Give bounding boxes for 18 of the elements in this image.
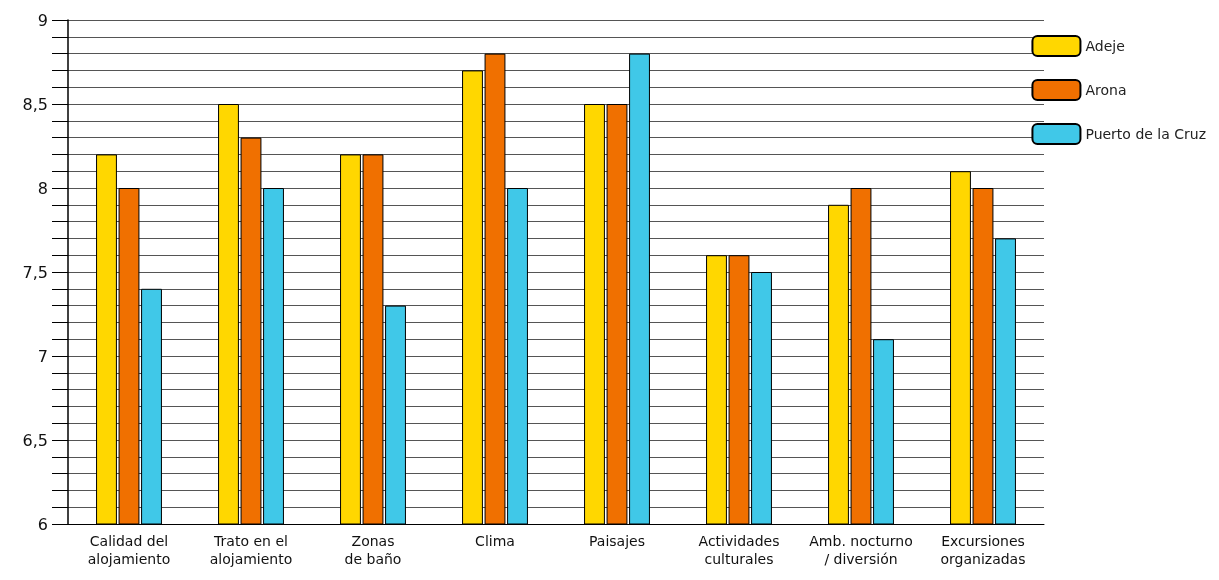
- x-tick-label: Paisajes: [589, 533, 645, 549]
- y-tick-label: 8: [37, 178, 48, 198]
- y-tick-label: 7,5: [22, 262, 48, 282]
- legend-label: Adeje: [1085, 38, 1125, 54]
- x-tick-label: Excursiones organizadas: [940, 533, 1026, 567]
- legend-label: Puerto de la Cruz: [1085, 126, 1207, 142]
- x-tick-label: Zonas de baño: [344, 533, 402, 567]
- x-tick-label: Trato en el alojamiento: [209, 533, 293, 567]
- x-tick-label: Calidad del alojamiento: [87, 533, 171, 567]
- y-tick-label: 8,5: [22, 94, 48, 114]
- x-tick-label: Actividades culturales: [698, 533, 780, 567]
- x-tick-label: Amb. nocturno / diversión: [809, 533, 913, 567]
- x-tick-label: Clima: [475, 533, 515, 549]
- y-tick-label: 7: [37, 346, 48, 366]
- y-tick-label: 9: [37, 10, 48, 30]
- y-tick-label: 6,5: [22, 430, 48, 450]
- legend-label: Arona: [1085, 82, 1127, 98]
- y-tick-label: 6: [37, 514, 48, 534]
